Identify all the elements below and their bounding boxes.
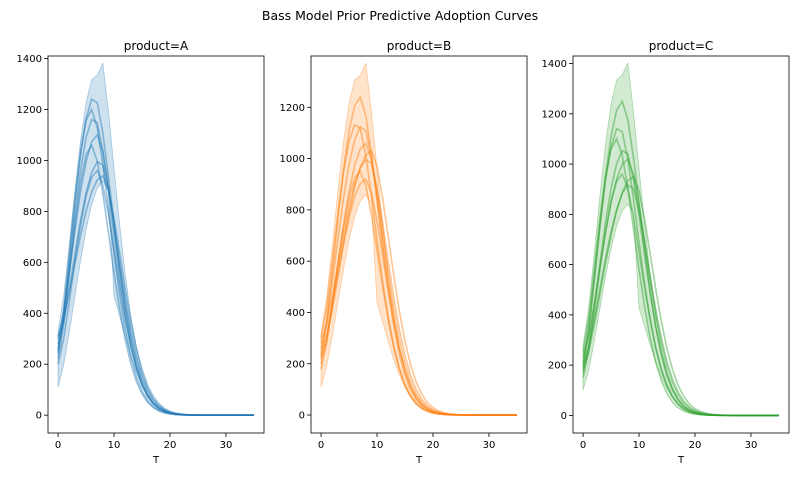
plot-area: [582, 61, 779, 417]
x-tick-label: 10: [633, 440, 646, 451]
y-tick-label: 600: [548, 260, 567, 271]
y-tick-label: 1200: [17, 105, 42, 116]
chart-panel-b: 0 10 20 30 0 200 400 600 800 1000 1200 product=B T: [280, 39, 528, 466]
chart-panel-c: 0 10 20 30 0 200 400 600 800 1000 1200 1400 product=…: [542, 39, 790, 466]
x-tick-label: 0: [55, 440, 61, 451]
y-tick-label: 0: [561, 411, 567, 422]
x-tick-label: 30: [483, 440, 496, 451]
y-tick-label: 400: [23, 309, 42, 320]
y-tick-label: 600: [23, 258, 42, 269]
credible-band: [320, 61, 517, 416]
series-line-3: [582, 149, 779, 417]
series-line-1: [57, 107, 254, 416]
y-tick-label: 1400: [17, 54, 42, 65]
axes-frame: [310, 55, 528, 434]
plot-area: [57, 61, 254, 416]
y-tick-label: 400: [286, 308, 305, 319]
series-line-7: [582, 137, 779, 417]
series-line-4: [320, 158, 517, 416]
y-tick-label: 200: [23, 360, 42, 371]
series-line-7: [320, 123, 517, 416]
chart-panel-a: 0 10 20 30 0 200 400 600 800 1000 1200 1400 product=…: [17, 39, 265, 466]
x-tick-label: 10: [108, 440, 121, 451]
series-line-1: [320, 95, 517, 416]
series-line-7: [57, 174, 254, 416]
x-tick-label: 0: [580, 440, 586, 451]
series-line-5: [57, 160, 254, 416]
panel-title: product=B: [387, 39, 451, 53]
series-line-8: [582, 175, 779, 417]
panel-title: product=C: [649, 39, 714, 53]
y-tick-label: 400: [548, 310, 567, 321]
y-tick-label: 200: [286, 359, 305, 370]
y-tick-label: 800: [23, 207, 42, 218]
y-tick-label: 1400: [542, 59, 567, 70]
x-tick-label: 30: [745, 440, 758, 451]
y-tick-label: 200: [548, 361, 567, 372]
y-tick-label: 800: [286, 205, 305, 216]
x-axis-label: T: [152, 455, 160, 466]
y-tick-label: 0: [299, 411, 305, 422]
series-line-2: [582, 127, 779, 417]
series-line-6: [57, 169, 254, 416]
series-line-4: [582, 157, 779, 417]
y-tick-label: 1000: [280, 154, 305, 165]
x-tick-label: 30: [220, 440, 233, 451]
x-tick-label: 10: [371, 440, 384, 451]
y-tick-label: 800: [548, 210, 567, 221]
x-tick-label: 20: [164, 440, 177, 451]
series-line-2: [320, 125, 517, 416]
plot-area: [320, 61, 517, 416]
series-line-1: [582, 99, 779, 417]
x-tick-label: 20: [689, 440, 702, 451]
y-tick-label: 1200: [280, 103, 305, 114]
y-tick-label: 1200: [542, 109, 567, 120]
credible-band: [582, 61, 779, 416]
series-line-8: [57, 98, 254, 416]
series-line-3: [57, 133, 254, 416]
series-line-5: [320, 169, 517, 416]
axes-frame: [572, 55, 790, 434]
y-tick-label: 0: [36, 411, 42, 422]
x-axis-label: T: [415, 455, 423, 466]
y-tick-label: 600: [286, 257, 305, 268]
y-tick-label: 1000: [542, 160, 567, 171]
credible-band: [57, 61, 254, 416]
figure-suptitle: Bass Model Prior Predictive Adoption Cur…: [261, 8, 539, 23]
series-line-8: [320, 149, 517, 416]
x-tick-label: 0: [318, 440, 324, 451]
series-line-6: [320, 177, 517, 416]
y-tick-label: 1000: [17, 156, 42, 167]
series-line-5: [582, 172, 779, 417]
series-line-4: [57, 143, 254, 416]
series-line-6: [582, 184, 779, 417]
series-line-3: [320, 141, 517, 416]
x-tick-label: 20: [427, 440, 440, 451]
panel-title: product=A: [124, 39, 189, 53]
x-axis-label: T: [677, 455, 685, 466]
axes-frame: [47, 55, 265, 434]
series-line-2: [57, 118, 254, 416]
